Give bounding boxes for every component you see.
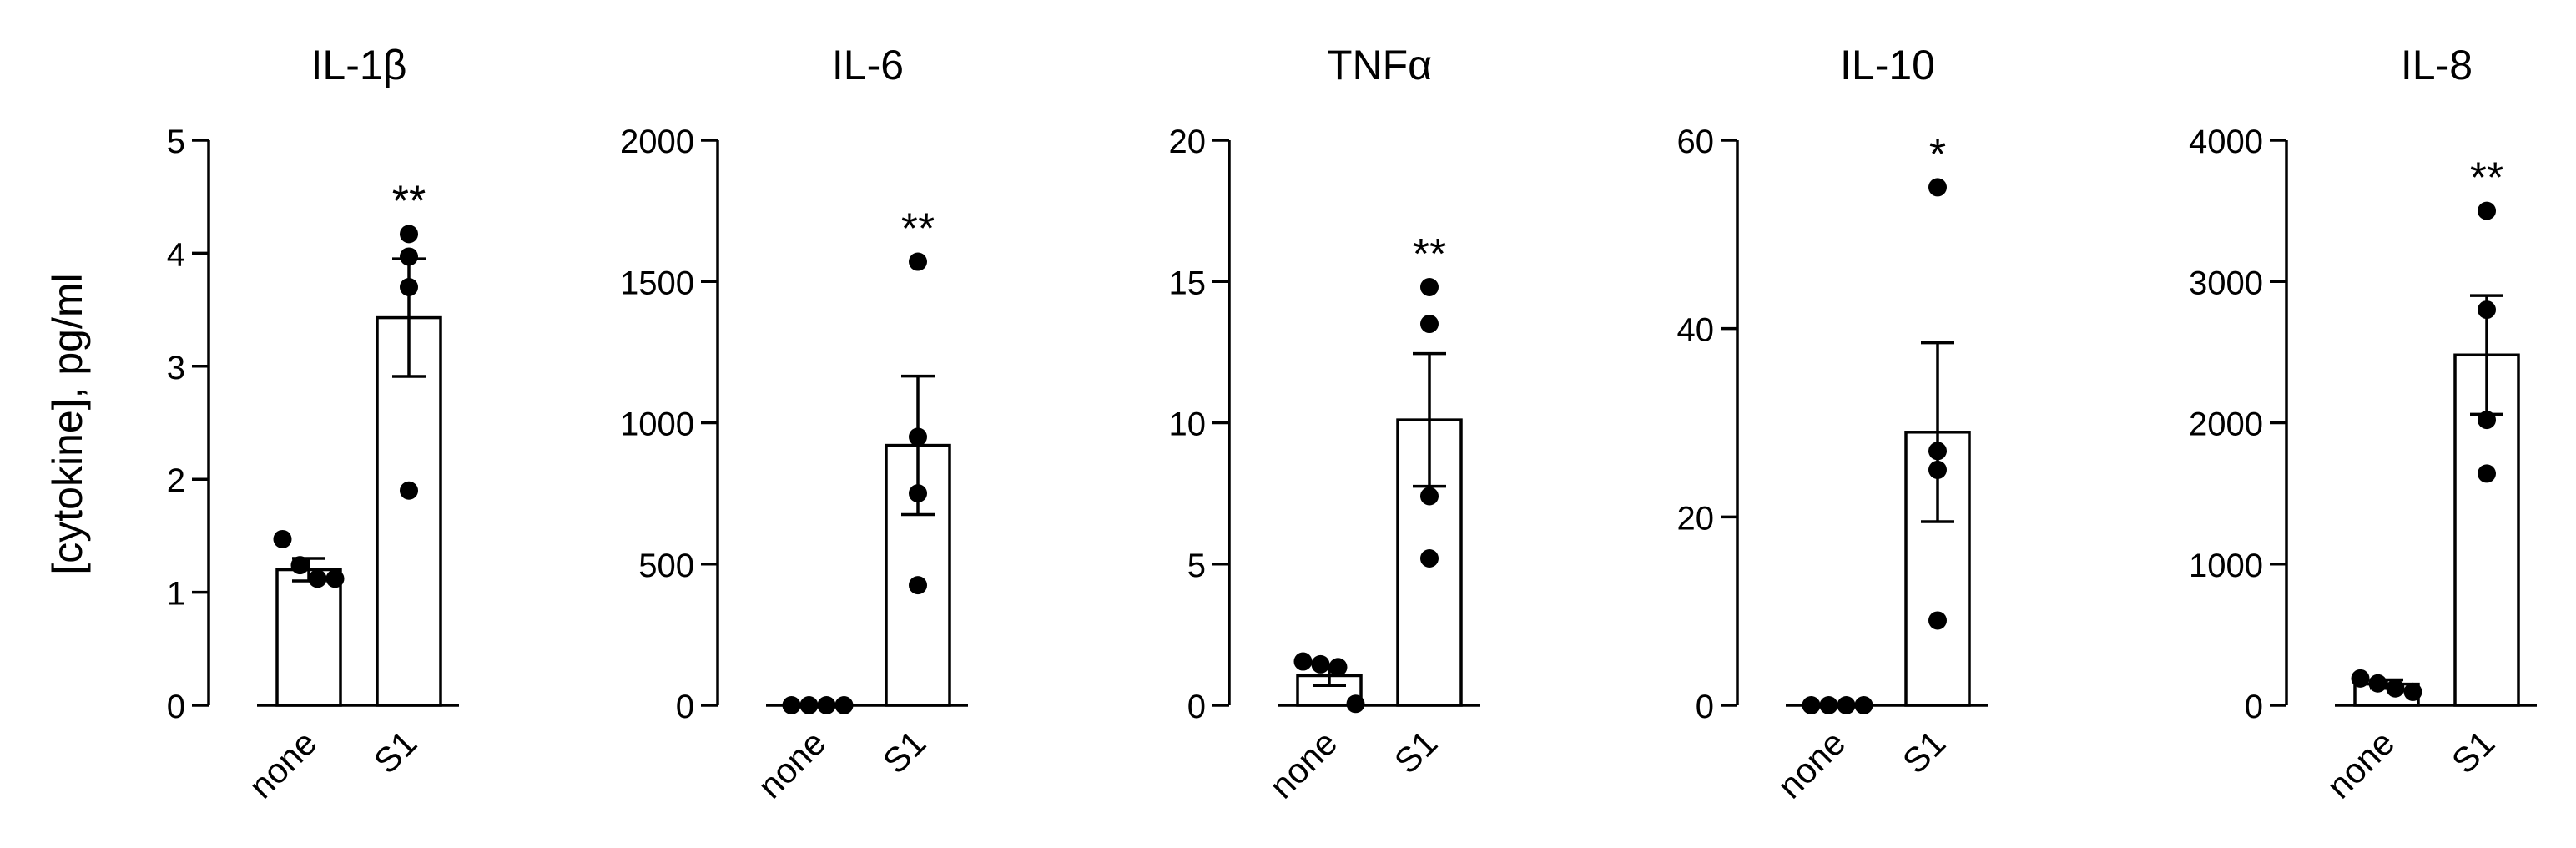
y-tick-label: 2 (167, 462, 185, 499)
data-point (2386, 679, 2405, 698)
y-tick-label: 2000 (620, 124, 694, 160)
data-point (909, 427, 927, 447)
significance-marker: ** (1413, 230, 1446, 279)
y-tick-label: 2000 (2189, 406, 2263, 443)
y-tick-label: 3000 (2189, 265, 2263, 301)
data-point (1420, 487, 1439, 506)
data-point (400, 247, 418, 266)
y-tick-label: 10 (1169, 406, 1207, 443)
data-point (273, 529, 292, 548)
chart-panel: IL-8 0 1000 2000 3000 4000 none ** S1 (2189, 42, 2537, 805)
data-point (1420, 548, 1439, 568)
x-tick-label: S1 (875, 723, 934, 781)
x-tick-label: none (750, 723, 833, 805)
y-tick-label: 4000 (2189, 124, 2263, 160)
significance-marker: ** (901, 205, 935, 254)
data-point (1311, 654, 1330, 674)
y-tick-label: 0 (2245, 689, 2263, 725)
data-point (400, 278, 418, 297)
data-point (400, 225, 418, 244)
y-tick-label: 1 (167, 576, 185, 613)
data-point (2403, 682, 2422, 701)
panel-title: IL-1β (311, 42, 407, 88)
panel-title: IL-6 (832, 42, 904, 88)
data-point (2368, 674, 2387, 693)
y-tick-label: 15 (1169, 265, 1207, 301)
data-point (325, 569, 345, 588)
panel-title: IL-10 (1840, 42, 1935, 88)
data-point (1293, 652, 1313, 671)
panel-title: TNFα (1327, 42, 1432, 88)
data-point (2351, 669, 2370, 688)
y-tick-label: 0 (167, 689, 185, 725)
significance-marker: * (1929, 130, 1946, 179)
data-point (1420, 278, 1439, 297)
y-tick-label: 20 (1169, 124, 1207, 160)
x-tick-label: none (1770, 723, 1853, 805)
x-tick-label: S1 (1895, 723, 1953, 781)
data-point (817, 696, 836, 714)
data-point (400, 481, 418, 500)
data-point (2478, 411, 2496, 430)
data-point (799, 696, 819, 714)
x-tick-label: S1 (1387, 723, 1445, 781)
chart-panel: IL-1β 0 1 2 3 4 5 none ** S1 (167, 42, 459, 805)
bar (275, 568, 342, 707)
data-point (1928, 460, 1947, 479)
y-tick-label: 40 (1677, 312, 1715, 349)
data-point (1854, 696, 1873, 714)
y-tick-label: 60 (1677, 124, 1715, 160)
data-point (834, 696, 854, 714)
data-point (1928, 611, 1947, 630)
data-point (1802, 696, 1821, 714)
y-axis-label: [cytokine], pg/ml (44, 273, 91, 574)
y-tick-label: 0 (1187, 689, 1206, 725)
data-point (909, 576, 927, 595)
x-tick-label: none (2319, 723, 2402, 805)
data-point (2478, 464, 2496, 483)
data-point (782, 696, 801, 714)
significance-marker: ** (2470, 154, 2503, 203)
y-tick-label: 20 (1677, 500, 1715, 537)
y-tick-label: 5 (167, 124, 185, 160)
y-tick-label: 5 (1187, 548, 1206, 584)
y-tick-label: 500 (638, 548, 694, 584)
y-tick-label: 0 (676, 689, 694, 725)
x-tick-label: none (1262, 723, 1344, 805)
y-tick-label: 1500 (620, 265, 694, 301)
y-tick-label: 0 (1696, 689, 1714, 725)
chart-panels: IL-1β012345none**S1IL-60500100015002000n… (167, 42, 2537, 805)
data-point (909, 484, 927, 503)
y-tick-label: 3 (167, 350, 185, 386)
x-tick-label: none (241, 723, 324, 805)
data-point (1346, 694, 1365, 714)
data-point (2478, 201, 2496, 220)
chart-panel: IL-6 0 500 1000 1500 2000 none ** S1 (620, 42, 968, 805)
significance-marker: ** (392, 177, 426, 225)
data-point (1928, 442, 1947, 461)
data-point (1837, 696, 1856, 714)
y-tick-label: 4 (167, 236, 185, 273)
y-tick-label: 1000 (620, 406, 694, 443)
data-point (1928, 178, 1947, 197)
data-point (1819, 696, 1838, 714)
chart-panel: TNFα 0 5 10 15 20 none ** S1 (1169, 42, 1480, 805)
data-point (909, 252, 927, 271)
x-tick-label: S1 (366, 723, 425, 781)
data-point (2478, 300, 2496, 320)
data-point (290, 556, 310, 575)
data-point (1420, 315, 1439, 334)
x-tick-label: S1 (2444, 723, 2503, 781)
data-point (1328, 658, 1348, 677)
panel-title: IL-8 (2401, 42, 2473, 88)
bar (376, 315, 442, 707)
y-tick-label: 1000 (2189, 548, 2263, 584)
data-point (308, 569, 327, 588)
chart-panel: IL-10 0 20 40 60 none * S1 (1677, 42, 1988, 805)
